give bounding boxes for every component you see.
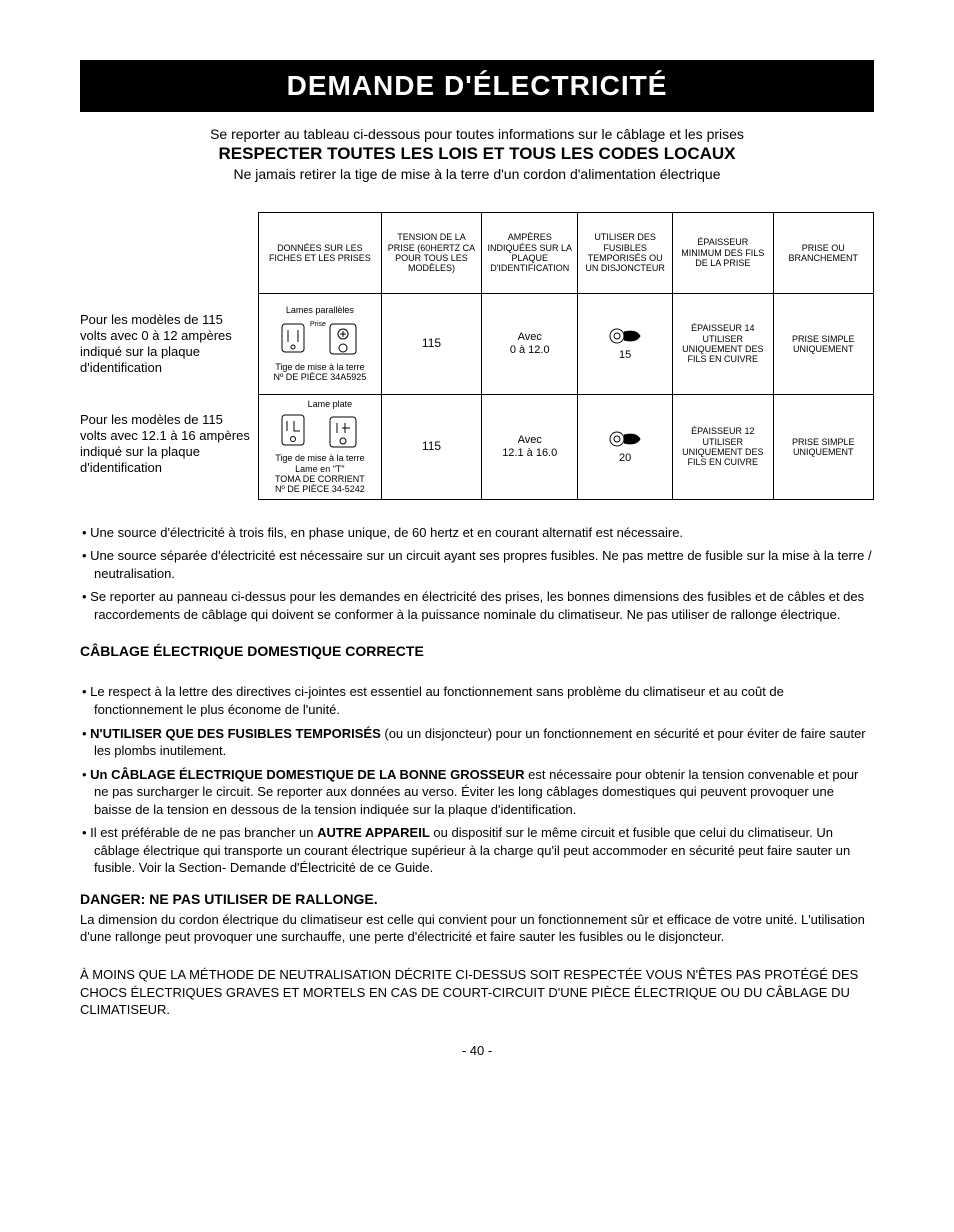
th-gauge: ÉPAISSEUR MINIMUM DES FILS DE LA PRISE xyxy=(673,213,773,294)
plug-parallel-icon: Prise xyxy=(280,318,360,360)
cell-outlet-2: PRISE SIMPLE UNIQUEMENT xyxy=(773,395,873,500)
section-heading-wiring: CÂBLAGE ÉLECTRIQUE DOMESTIQUE CORRECTE xyxy=(80,643,874,659)
bold-span: AUTRE APPAREIL xyxy=(317,825,430,840)
cell-amps-2: Avec 12.1 à 16.0 xyxy=(482,395,578,500)
intro-top: Se reporter au tableau ci-dessous pour t… xyxy=(80,126,874,142)
warning-block: À MOINS QUE LA MÉTHODE DE NEUTRALISATION… xyxy=(80,966,874,1019)
plug2-mid2: Lame en "T" xyxy=(295,464,344,474)
cell-gauge-2: ÉPAISSEUR 12 UTILISER UNIQUEMENT DES FIL… xyxy=(673,395,773,500)
amps-pre-2: Avec xyxy=(518,434,542,446)
amps-val-1: 0 à 12.0 xyxy=(510,344,550,356)
plug2-bottom: Nº DE PIÈCE 34-5242 xyxy=(275,484,365,494)
spec-table: DONNÉES SUR LES FICHES ET LES PRISES TEN… xyxy=(258,212,874,500)
plug2-mid1: Tige de mise à la terre xyxy=(275,453,364,463)
fuse-val-1: 15 xyxy=(619,349,631,361)
row-labels-column: Pour les modèles de 115 volts avec 0 à 1… xyxy=(80,212,258,494)
bullet-item: Il est préférable de ne pas brancher un … xyxy=(80,824,874,877)
row-label-1: Pour les modèles de 115 volts avec 0 à 1… xyxy=(80,294,250,394)
bullet-item: Une source séparée d'électricité est néc… xyxy=(80,547,874,582)
mid-bullets: Le respect à la lettre des directives ci… xyxy=(80,683,874,876)
page-number: - 40 - xyxy=(80,1043,874,1058)
cell-volts-1: 115 xyxy=(381,294,481,395)
cell-outlet-1: PRISE SIMPLE UNIQUEMENT xyxy=(773,294,873,395)
fuse-icon xyxy=(608,327,642,345)
plug2-top: Lame plate xyxy=(308,399,353,409)
cell-fuse-1: 15 xyxy=(578,294,673,395)
bullet-item: Un CÂBLAGE ÉLECTRIQUE DOMESTIQUE DE LA B… xyxy=(80,766,874,819)
table-row: Lame plate Tige de mis xyxy=(259,395,874,500)
cell-plug-1: Lames parallèles Prise xyxy=(259,294,382,395)
spec-table-area: Pour les modèles de 115 volts avec 0 à 1… xyxy=(80,212,874,500)
table-header-row: DONNÉES SUR LES FICHES ET LES PRISES TEN… xyxy=(259,213,874,294)
bullet-item: Une source d'électricité à trois fils, e… xyxy=(80,524,874,542)
amps-pre-1: Avec xyxy=(518,331,542,343)
plug1-top: Lames parallèles xyxy=(286,305,354,315)
cell-plug-2: Lame plate Tige de mis xyxy=(259,395,382,500)
th-amps: AMPÈRES INDIQUÉES SUR LA PLAQUE D'IDENTI… xyxy=(482,213,578,294)
page-banner: DEMANDE D'ÉLECTRICITÉ xyxy=(80,60,874,112)
cell-amps-1: Avec 0 à 12.0 xyxy=(482,294,578,395)
th-outlet: PRISE OU BRANCHEMENT xyxy=(773,213,873,294)
th-voltage: TENSION DE LA PRISE (60HERTZ CA POUR TOU… xyxy=(381,213,481,294)
plug1-bottom: Nº DE PIÈCE 34A5925 xyxy=(273,372,366,382)
bullet-item: N'UTILISER QUE DES FUSIBLES TEMPORISÉS (… xyxy=(80,725,874,760)
bullet-item: Se reporter au panneau ci-dessus pour le… xyxy=(80,588,874,623)
cell-volts-2: 115 xyxy=(381,395,481,500)
intro-mid: RESPECTER TOUTES LES LOIS ET TOUS LES CO… xyxy=(80,144,874,164)
bullet-item: Le respect à la lettre des directives ci… xyxy=(80,683,874,718)
bold-span: Un CÂBLAGE ÉLECTRIQUE DOMESTIQUE DE LA B… xyxy=(90,767,524,782)
bold-span: N'UTILISER QUE DES FUSIBLES TEMPORISÉS xyxy=(90,726,381,741)
cell-gauge-1: ÉPAISSEUR 14 UTILISER UNIQUEMENT DES FIL… xyxy=(673,294,773,395)
row-label-2: Pour les modèles de 115 volts avec 12.1 … xyxy=(80,394,250,494)
plug-tandem-icon xyxy=(280,411,360,451)
amps-val-2: 12.1 à 16.0 xyxy=(502,447,557,459)
svg-text:Prise: Prise xyxy=(310,321,326,328)
danger-text: La dimension du cordon électrique du cli… xyxy=(80,911,874,946)
text-span: Il est préférable de ne pas brancher un xyxy=(90,825,317,840)
table-row: Lames parallèles Prise xyxy=(259,294,874,395)
th-fuse: UTILISER DES FUSIBLES TEMPORISÉS OU UN D… xyxy=(578,213,673,294)
fuse-icon xyxy=(608,430,642,448)
th-plug-data: DONNÉES SUR LES FICHES ET LES PRISES xyxy=(259,213,382,294)
danger-heading: DANGER: NE PAS UTILISER DE RALLONGE. xyxy=(80,891,874,907)
cell-fuse-2: 20 xyxy=(578,395,673,500)
plug1-mid2: Tige de mise à la terre xyxy=(275,362,364,372)
plug2-mid3: TOMA DE CORRIENT xyxy=(275,474,365,484)
top-bullets: Une source d'électricité à trois fils, e… xyxy=(80,524,874,624)
fuse-val-2: 20 xyxy=(619,452,631,464)
intro-sub: Ne jamais retirer la tige de mise à la t… xyxy=(80,166,874,182)
